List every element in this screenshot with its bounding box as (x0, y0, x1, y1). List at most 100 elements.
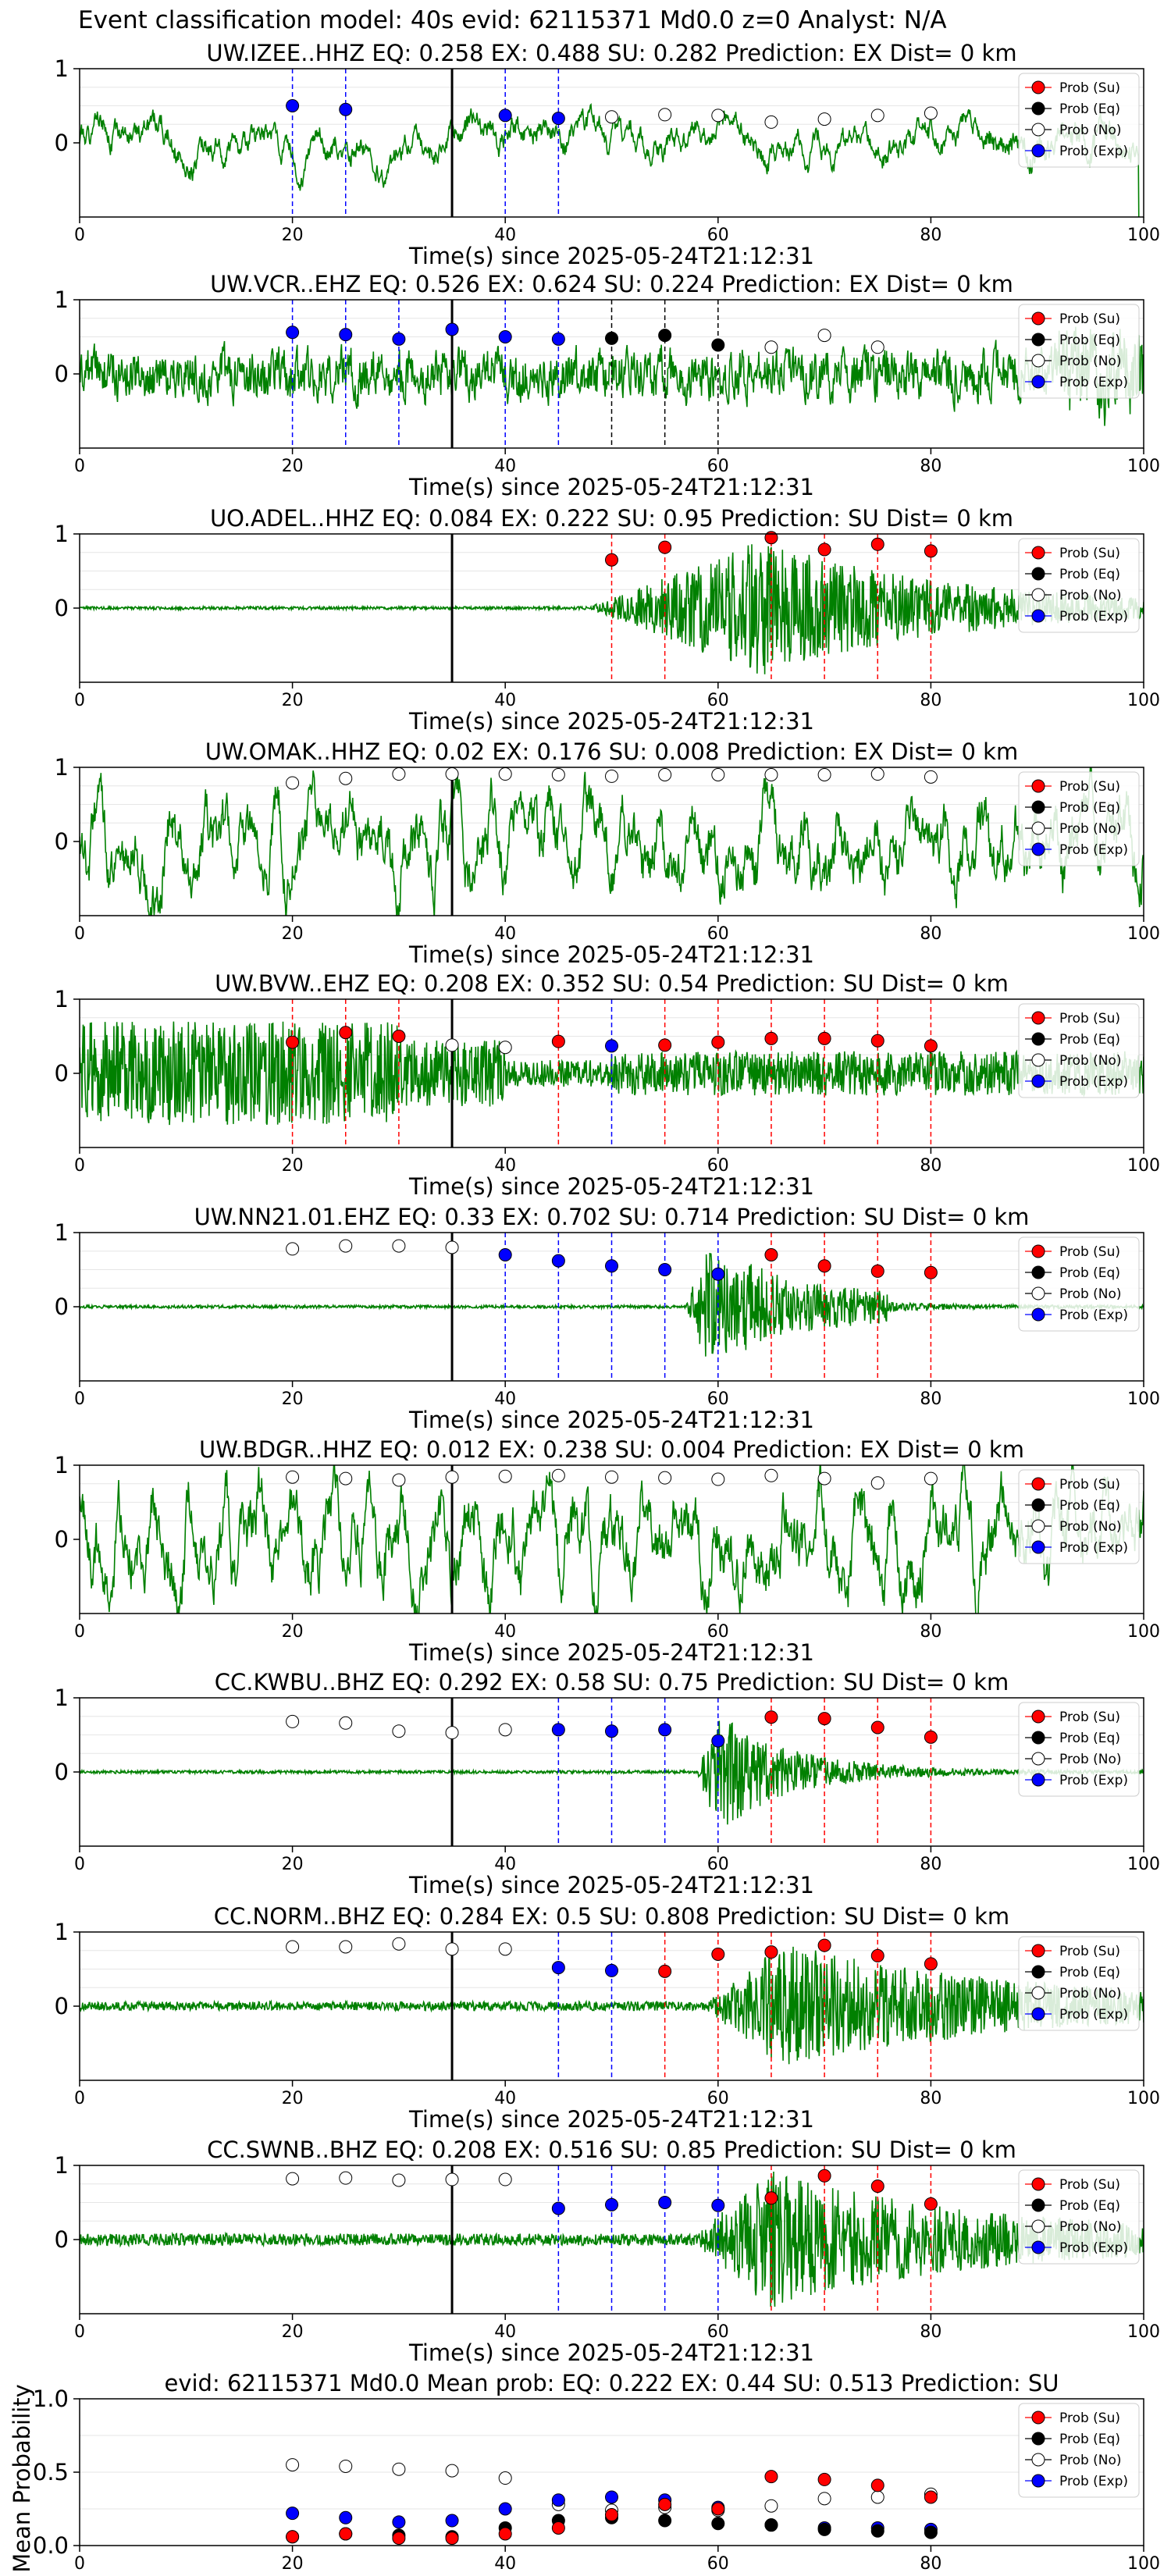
x-tick-label: 100 (1127, 691, 1160, 710)
prob-point-eq (870, 2524, 884, 2538)
plot-area (80, 1465, 1144, 1614)
panel-8: CC.NORM..BHZ EQ: 0.284 EX: 0.5 SU: 0.808… (55, 1903, 1160, 2133)
legend-marker (1031, 1308, 1045, 1322)
x-tick-label: 40 (494, 2322, 516, 2342)
prob-point-no (445, 1038, 459, 1052)
prob-point-no (870, 767, 884, 781)
prob-point-exp (551, 332, 565, 346)
panel-title: evid: 62115371 Md0.0 Mean prob: EQ: 0.22… (164, 2370, 1059, 2396)
prob-point-exp (339, 328, 353, 342)
plot-area (80, 1233, 1144, 1381)
panel-10: evid: 62115371 Md0.0 Mean prob: EQ: 0.22… (9, 2370, 1160, 2574)
prob-point-no (870, 109, 884, 123)
prob-point-exp (445, 2514, 459, 2528)
x-axis-label: Time(s) since 2025-05-24T21:12:31 (408, 2339, 814, 2366)
legend-label: Prob (Exp) (1059, 2007, 1128, 2023)
prob-point-exp (286, 326, 300, 340)
prob-point-su (924, 2197, 938, 2211)
prob-point-no (498, 767, 512, 781)
prob-point-exp (605, 1039, 618, 1053)
prob-point-exp (551, 2201, 565, 2215)
legend-marker (1031, 779, 1045, 793)
legend-label: Prob (Su) (1059, 2411, 1120, 2426)
x-tick-label: 0 (74, 924, 85, 944)
x-tick-label: 60 (707, 924, 729, 944)
prob-point-no (339, 2171, 353, 2185)
panel-title: CC.KWBU..BHZ EQ: 0.292 EX: 0.58 SU: 0.75… (215, 1669, 1009, 1695)
panel-title: UW.IZEE..HHZ EQ: 0.258 EX: 0.488 SU: 0.2… (206, 40, 1016, 66)
prob-point-su (764, 531, 778, 545)
prob-point-exp (605, 1724, 618, 1738)
legend-label: Prob (Eq) (1059, 1965, 1120, 1980)
y-tick-label: 0 (55, 361, 69, 387)
legend-marker (1031, 333, 1045, 347)
x-tick-label: 40 (494, 1622, 516, 1642)
prob-point-no (498, 2172, 512, 2186)
x-axis-label: Time(s) since 2025-05-24T21:12:31 (408, 2106, 814, 2133)
legend-label: Prob (No) (1059, 1986, 1122, 2001)
prob-point-su (817, 1031, 831, 1045)
x-tick-label: 80 (920, 1622, 941, 1642)
legend: Prob (Su) Prob (Eq) Prob (No) Prob (Exp) (1018, 1236, 1140, 1332)
x-tick-label: 20 (282, 2322, 304, 2342)
prob-point-exp (286, 2507, 300, 2521)
x-axis-label: Time(s) since 2025-05-24T21:12:31 (408, 243, 814, 269)
y-tick-label: 0 (55, 1993, 69, 2019)
panel-9: CC.SWNB..BHZ EQ: 0.208 EX: 0.516 SU: 0.8… (55, 2137, 1160, 2366)
prob-point-su (764, 2470, 778, 2484)
prob-point-no (658, 108, 672, 122)
legend-label: Prob (Su) (1059, 1477, 1120, 1493)
panel-2: UO.ADEL..HHZ EQ: 0.084 EX: 0.222 SU: 0.9… (55, 505, 1160, 735)
prob-point-exp (605, 2490, 618, 2504)
x-tick-label: 20 (282, 457, 304, 476)
legend-label: Prob (Eq) (1059, 101, 1120, 117)
x-tick-label: 0 (74, 1622, 85, 1642)
prob-point-exp (551, 1723, 565, 1737)
legend-label: Prob (Su) (1059, 546, 1120, 561)
prob-point-no (817, 112, 831, 126)
prob-point-su (339, 2527, 353, 2541)
x-tick-label: 20 (282, 1389, 304, 1409)
prob-point-su (658, 540, 672, 554)
x-tick-label: 20 (282, 2554, 304, 2574)
x-tick-label: 80 (920, 2554, 941, 2574)
x-tick-label: 100 (1127, 457, 1160, 476)
prob-point-su (286, 2530, 300, 2544)
prob-point-su (870, 1720, 884, 1735)
legend-marker (1031, 1053, 1045, 1067)
legend-label: Prob (Exp) (1059, 1540, 1128, 1556)
prob-point-no (392, 1937, 406, 1951)
prob-point-exp (392, 332, 406, 346)
panel-3: UW.OMAK..HHZ EQ: 0.02 EX: 0.176 SU: 0.00… (55, 738, 1160, 968)
prob-point-su (339, 1026, 353, 1040)
x-tick-label: 20 (282, 1622, 304, 1642)
legend-label: Prob (Exp) (1059, 842, 1128, 858)
prob-point-exp (339, 102, 353, 116)
waveform-trace (80, 1465, 1144, 1614)
prob-point-exp (605, 1963, 618, 1977)
panel-title: CC.SWNB..BHZ EQ: 0.208 EX: 0.516 SU: 0.8… (207, 2137, 1016, 2163)
prob-point-exp (658, 2196, 672, 2209)
x-tick-label: 80 (920, 226, 941, 245)
prob-point-su (764, 1710, 778, 1724)
legend-marker (1031, 101, 1045, 116)
legend-box (1018, 538, 1140, 633)
prob-point-no (817, 1471, 831, 1485)
legend-marker (1031, 1519, 1045, 1533)
prob-point-su (498, 2527, 512, 2541)
prob-point-no (498, 1942, 512, 1956)
legend-label: Prob (Exp) (1059, 375, 1128, 390)
prob-point-exp (551, 1961, 565, 1975)
prob-point-su (764, 1945, 778, 1959)
prob-point-su (392, 1030, 406, 1043)
prob-point-exp (605, 1259, 618, 1273)
prob-point-no (339, 2459, 353, 2473)
legend-box (1018, 304, 1140, 399)
legend-label: Prob (Eq) (1059, 2198, 1120, 2214)
x-tick-label: 60 (707, 691, 729, 710)
panel-7: CC.KWBU..BHZ EQ: 0.292 EX: 0.58 SU: 0.75… (55, 1669, 1160, 1898)
waveform-trace (80, 326, 1144, 426)
prob-point-no (817, 2492, 831, 2506)
panel-1: UW.VCR..EHZ EQ: 0.526 EX: 0.624 SU: 0.22… (55, 271, 1160, 500)
